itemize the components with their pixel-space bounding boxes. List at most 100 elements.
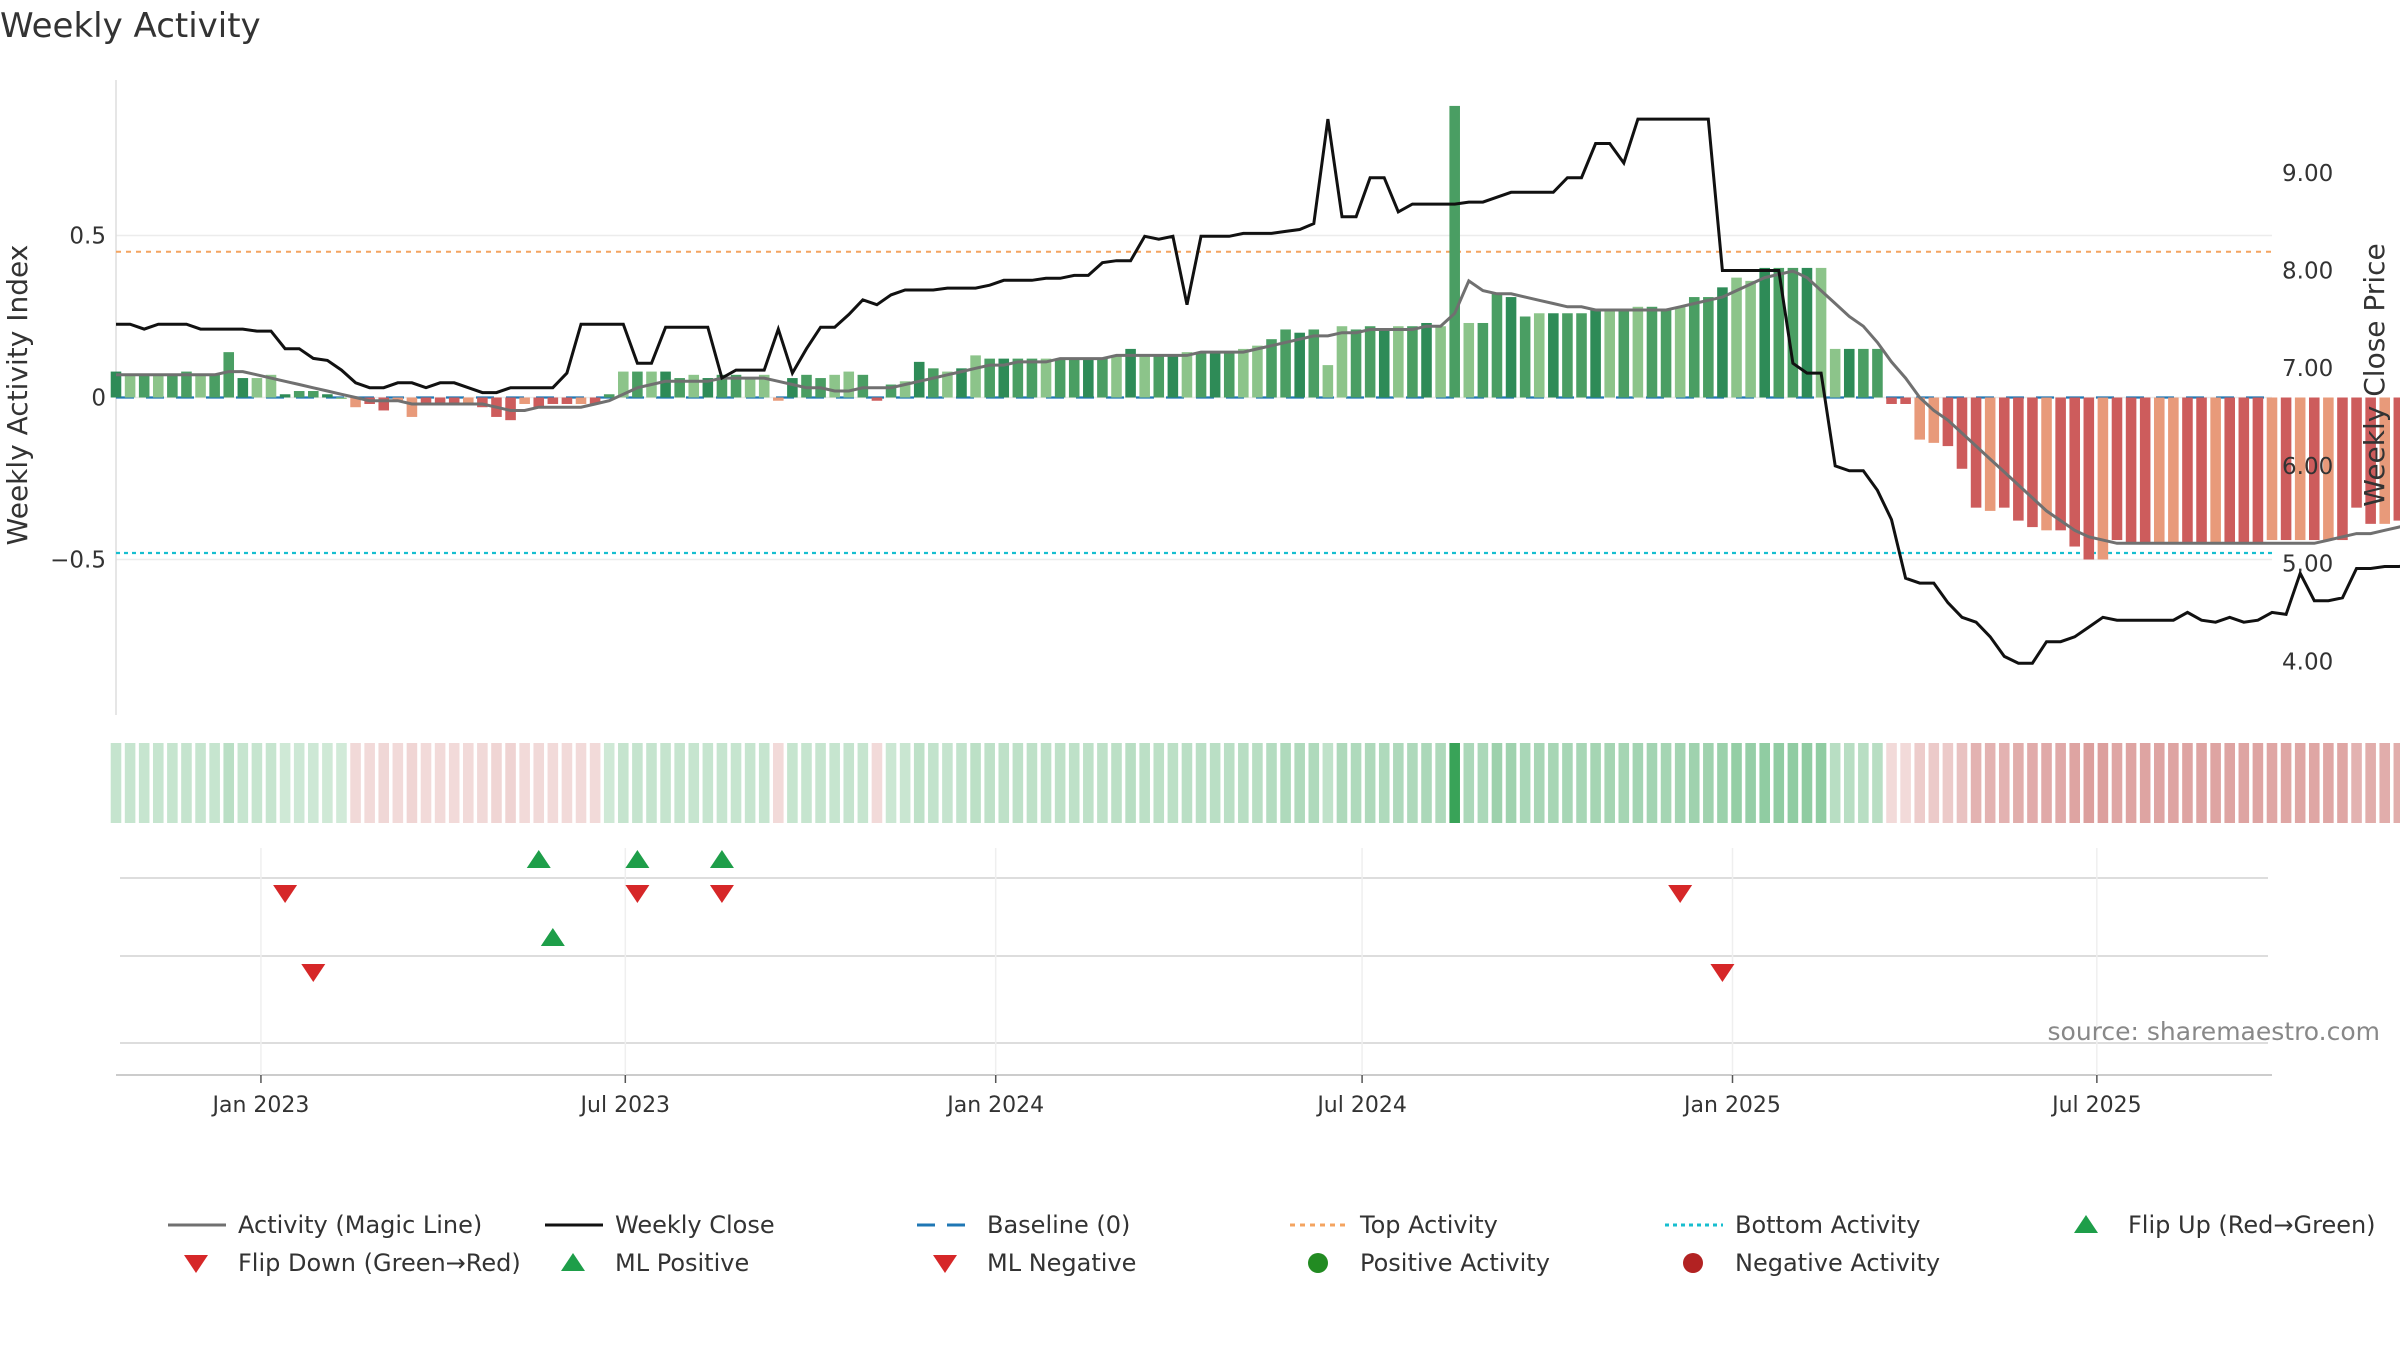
activity-bar: [1773, 267, 1785, 398]
legend-label: Activity (Magic Line): [238, 1211, 482, 1239]
activity-bar: [2280, 397, 2292, 541]
strip-cell: [1153, 743, 1165, 823]
strip-cell: [674, 743, 685, 823]
strip-cell: [2224, 743, 2236, 823]
strip-cell: [1548, 743, 1559, 823]
strip-cell: [2013, 743, 2024, 823]
strip-cell: [787, 743, 798, 823]
activity-bar: [1519, 316, 1531, 398]
strip-cell: [336, 743, 347, 823]
activity-bar: [2238, 397, 2250, 544]
weekly-close-series: [116, 117, 2400, 665]
activity-bar: [2224, 397, 2236, 544]
legend-label: Baseline (0): [987, 1211, 1130, 1239]
strip-cell: [575, 743, 587, 823]
right-tick-label: 5.00: [2282, 552, 2333, 578]
strip-cell: [1914, 743, 1925, 823]
activity-bar: [1125, 348, 1136, 398]
flip-down-marker: [273, 885, 298, 903]
strip-cell: [152, 743, 164, 823]
left-tick-label: 0: [91, 386, 106, 412]
strip-cell: [1956, 743, 1968, 823]
strip-cell: [913, 743, 925, 823]
strip-cell: [2308, 743, 2320, 823]
strip-cell: [434, 743, 446, 823]
activity-bar: [2041, 397, 2052, 531]
strip-cell: [279, 743, 291, 823]
activity-bar: [801, 374, 812, 398]
strip-cell: [2351, 743, 2362, 823]
strip-cell: [2393, 743, 2400, 823]
strip-cell: [885, 743, 897, 823]
legend-swatch-down: [933, 1255, 957, 1273]
flip-up-marker: [625, 850, 650, 868]
strip-cell: [1068, 743, 1080, 823]
strip-cell: [1618, 743, 1630, 823]
legend-label: Positive Activity: [1360, 1249, 1550, 1277]
activity-bar: [618, 371, 629, 398]
strip-cell: [1294, 743, 1305, 823]
activity-bar: [2153, 397, 2165, 544]
activity-bar: [1745, 280, 1756, 398]
strip-cell: [138, 743, 150, 823]
activity-bars: [110, 105, 2400, 560]
activity-bar: [533, 397, 545, 408]
activity-bar: [1843, 348, 1855, 398]
activity-bar: [138, 374, 150, 398]
strip-cell: [547, 743, 559, 823]
strip-cell: [2210, 743, 2221, 823]
activity-bar: [1970, 397, 1982, 508]
strip-cell: [1350, 743, 1362, 823]
strip-cell: [1111, 743, 1122, 823]
strip-cell: [1928, 743, 1940, 823]
strip-cell: [237, 743, 249, 823]
strip-cell: [322, 743, 333, 823]
strip-cell: [2266, 743, 2278, 823]
right-tick-label: 8.00: [2282, 259, 2333, 285]
activity-bar: [1505, 297, 1517, 398]
activity-bar: [406, 397, 418, 417]
strip-cell: [1054, 743, 1066, 823]
magic-line-series: [116, 269, 2400, 545]
activity-bar: [1393, 326, 1404, 398]
strip-cell: [519, 743, 530, 823]
activity-bar: [519, 397, 530, 404]
strip-cell: [815, 743, 826, 823]
activity-bar: [152, 374, 164, 398]
activity-bar: [1294, 332, 1305, 398]
strip-cell: [1026, 743, 1038, 823]
legend-swatch-down: [184, 1255, 208, 1273]
strip-cell: [477, 743, 488, 823]
activity-bar: [1153, 355, 1165, 398]
activity-bar: [124, 374, 136, 398]
legend-label: Top Activity: [1359, 1211, 1498, 1239]
activity-bar: [1167, 355, 1179, 398]
strip-cell: [1688, 743, 1700, 823]
strip-cell: [899, 743, 911, 823]
strip-cell: [2238, 743, 2250, 823]
activity-bar: [1998, 397, 2010, 508]
right-tick-label: 9.00: [2282, 161, 2333, 187]
activity-bar: [871, 397, 883, 401]
activity-bar: [2337, 397, 2348, 541]
x-axis-ticks: Jan 2023 Jul 2023 Jan 2024 Jul 2024 Jan 2025…: [210, 1075, 2142, 1118]
activity-bar: [1886, 397, 1897, 404]
strip-cell: [688, 743, 700, 823]
left-tick-label: −0.5: [50, 547, 106, 573]
strip-cell: [1181, 743, 1193, 823]
activity-bar: [2196, 397, 2207, 544]
strip-cell: [2379, 743, 2391, 823]
activity-bar: [1238, 348, 1249, 398]
activity-bar: [1477, 322, 1489, 398]
strip-cell: [1266, 743, 1277, 823]
activity-bar: [2266, 397, 2278, 541]
activity-bar: [1421, 322, 1432, 398]
x-tick-label: Jul 2023: [579, 1093, 671, 1118]
flip-up-marker: [709, 850, 734, 868]
legend-label: ML Negative: [987, 1249, 1136, 1277]
strip-cell: [2111, 743, 2123, 823]
activity-bar: [378, 397, 390, 411]
strip-cell: [2365, 743, 2376, 823]
activity-bar: [942, 371, 953, 398]
strip-cell: [307, 743, 319, 823]
